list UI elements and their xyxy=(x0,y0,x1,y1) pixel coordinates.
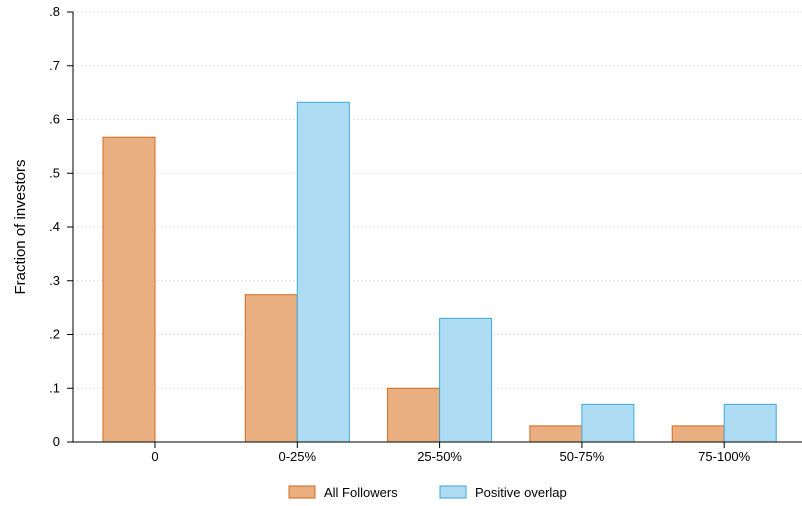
y-tick-label: .4 xyxy=(49,219,60,234)
y-tick-label: .5 xyxy=(49,165,60,180)
bar-all-followers-1 xyxy=(244,294,298,443)
bar-all-followers-4 xyxy=(671,425,725,443)
legend-swatch-all-followers xyxy=(288,485,316,499)
y-ticks: 0 .1 .2 .3 .4 .5 .6 .7 .8 xyxy=(49,4,73,449)
y-tick-label: .7 xyxy=(49,58,60,73)
legend-swatch-positive-overlap xyxy=(439,485,467,499)
y-tick-label: .2 xyxy=(49,327,60,342)
bar-all-followers-2 xyxy=(387,387,441,443)
bar-positive-overlap-2 xyxy=(439,317,493,443)
bar-positive-overlap-3 xyxy=(581,403,635,443)
bars xyxy=(102,101,777,443)
x-tick-label: 50-75% xyxy=(559,449,604,464)
y-tick-label: .3 xyxy=(49,273,60,288)
x-ticks: 0 0-25% 25-50% 50-75% 75-100% xyxy=(151,442,751,464)
gridlines xyxy=(73,11,802,389)
y-tick-label: .1 xyxy=(49,380,60,395)
y-tick-label: .6 xyxy=(49,112,60,127)
bar-positive-overlap-4 xyxy=(723,403,777,443)
bar-positive-overlap-1 xyxy=(296,101,350,443)
x-tick-label: 75-100% xyxy=(698,449,750,464)
x-tick-label: 0 xyxy=(151,449,158,464)
legend: All Followers Positive overlap xyxy=(288,485,567,500)
bar-all-followers-0 xyxy=(102,136,156,443)
y-axis-label: Fraction of investors xyxy=(12,159,29,294)
legend-label-positive-overlap: Positive overlap xyxy=(475,485,567,500)
bar-all-followers-3 xyxy=(529,425,583,443)
x-tick-label: 0-25% xyxy=(279,449,317,464)
y-tick-label: .8 xyxy=(49,4,60,19)
x-tick-label: 25-50% xyxy=(417,449,462,464)
legend-label-all-followers: All Followers xyxy=(324,485,398,500)
y-tick-label: 0 xyxy=(53,434,60,449)
